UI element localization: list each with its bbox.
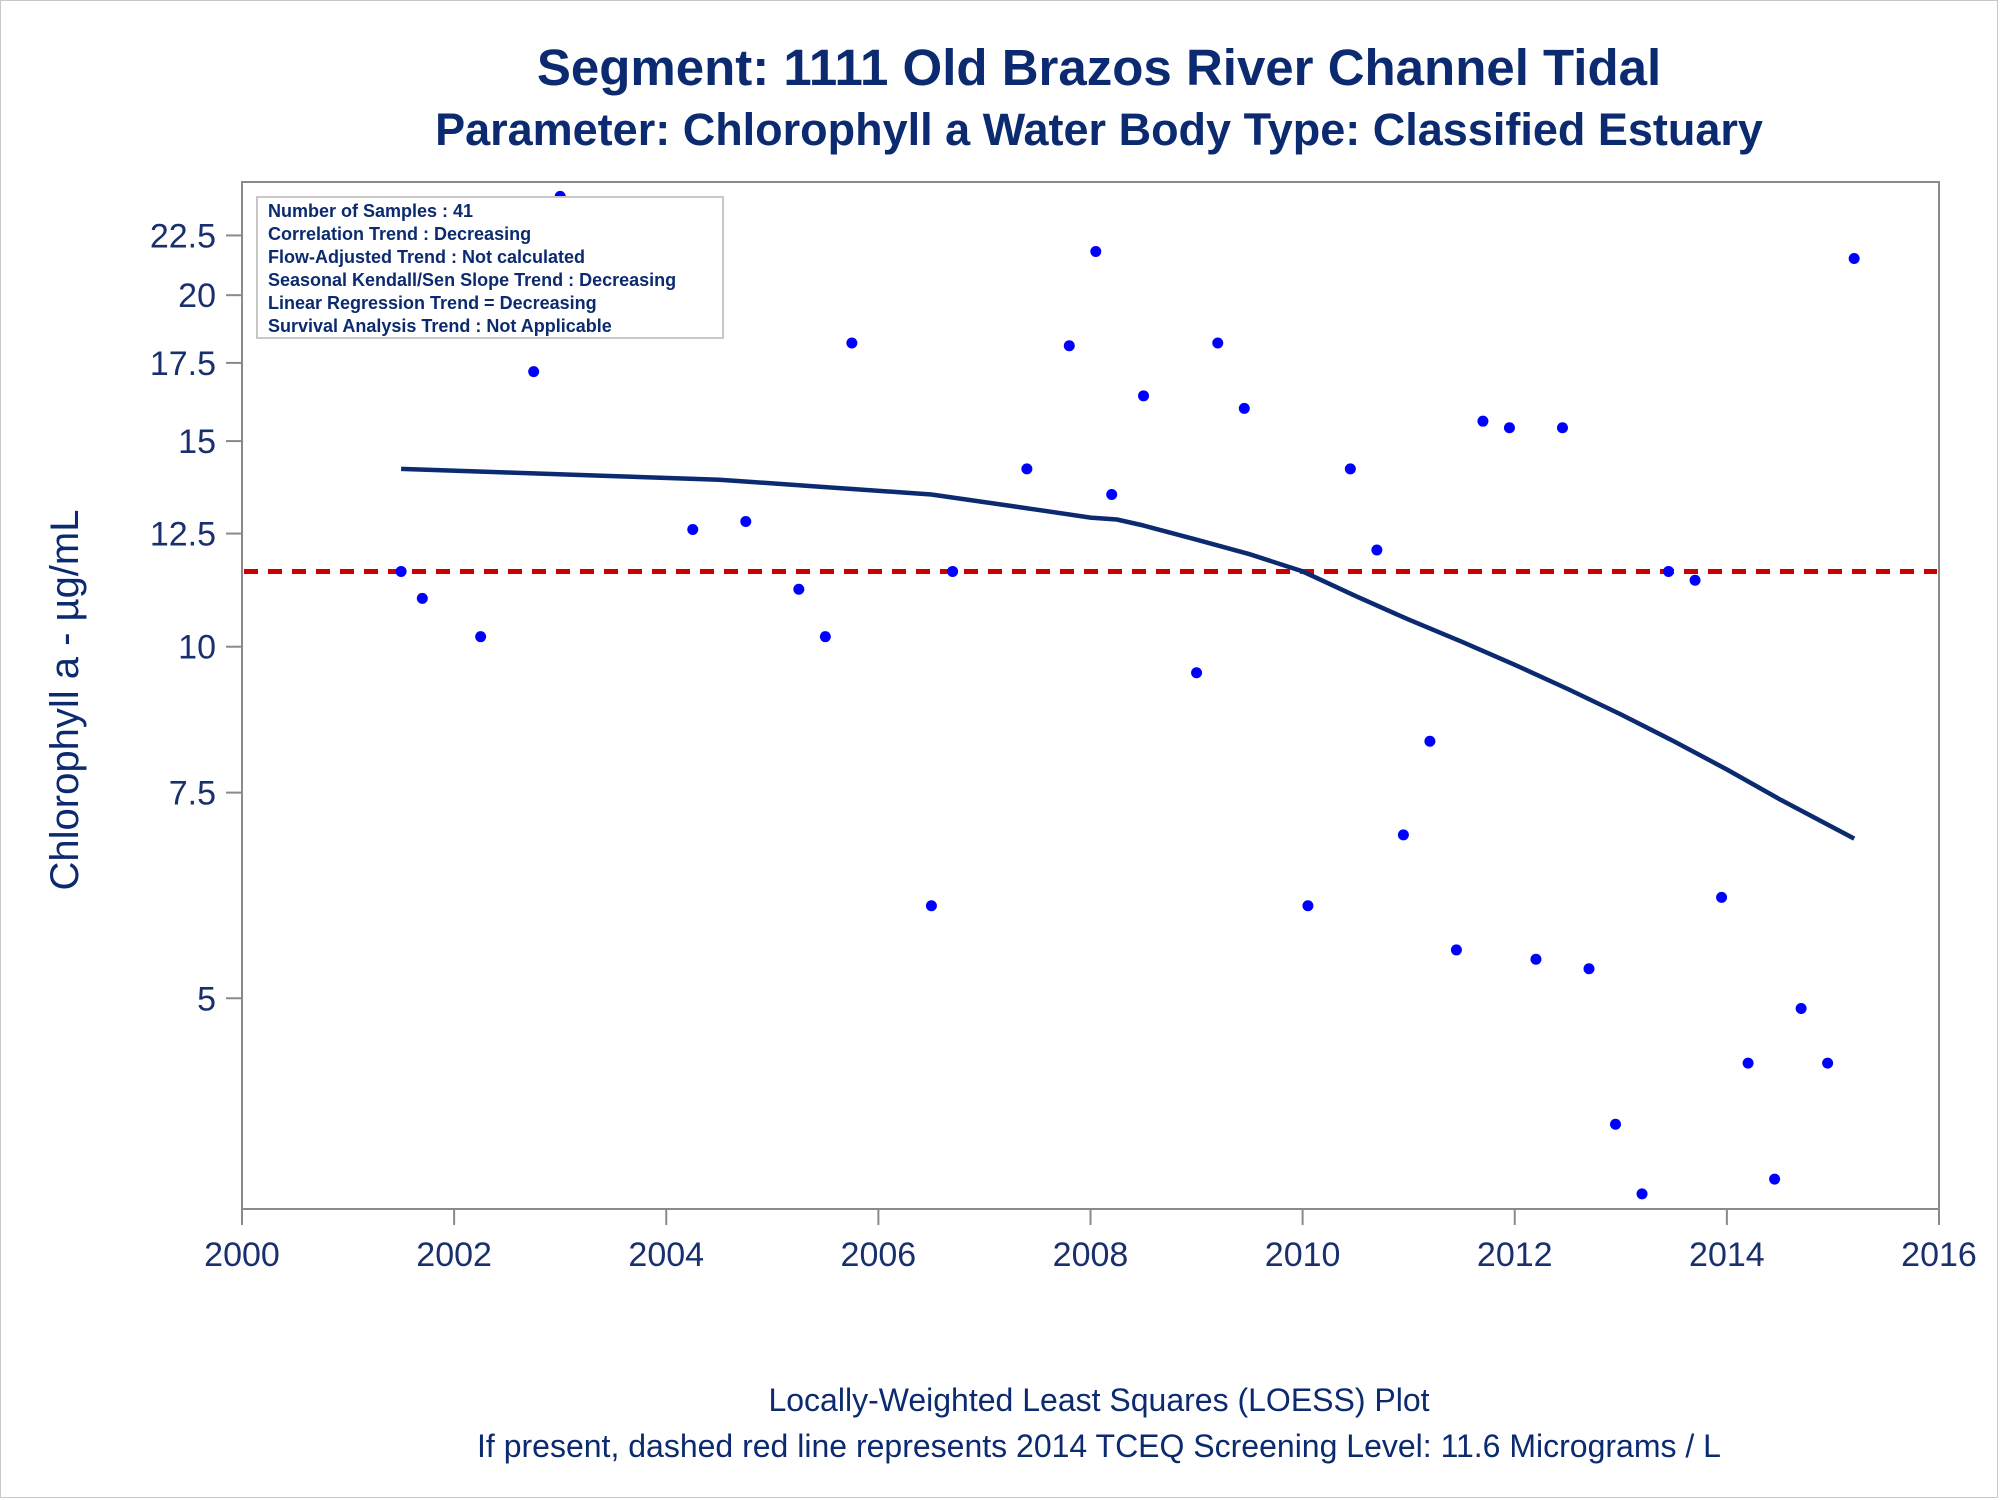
info-box: Number of Samples : 41 Correlation Trend… [256,196,724,339]
data-point [1663,565,1675,577]
y-tick-label: 22.5 [150,217,216,255]
info-seasonal-kendall-trend: Seasonal Kendall/Sen Slope Trend : Decre… [268,270,676,290]
x-tick-label: 2004 [628,1236,704,1274]
y-axis: 5 7.5 10 12.5 15 17.5 20 22.5 [150,217,242,1018]
x-tick-label: 2000 [204,1236,280,1274]
data-point [1450,944,1462,956]
y-tick-label: 5 [197,980,216,1018]
y-tick-label: 15 [178,423,216,461]
x-tick-label: 2010 [1265,1236,1341,1274]
data-point [1106,489,1118,501]
data-point [947,565,959,577]
data-point [1371,544,1383,556]
y-axis-label-group: Chlorophyll a - µg/mL [43,510,87,891]
y-tick-label: 12.5 [150,516,216,554]
data-point [1063,340,1075,352]
info-flow-adjusted-trend: Flow-Adjusted Trend : Not calculated [268,247,585,267]
data-point [846,337,858,349]
data-point [1302,900,1314,912]
data-point [1212,337,1224,349]
info-survival-analysis-trend: Survival Analysis Trend : Not Applicable [268,316,612,336]
data-point [475,631,487,643]
info-linear-regression-trend: Linear Regression Trend = Decreasing [268,293,597,313]
chart-subtitle: Parameter: Chlorophyll a Water Body Type… [435,104,1763,155]
data-point [1795,1003,1807,1015]
data-point [1742,1057,1754,1069]
data-point [1397,829,1409,841]
data-point [1530,953,1542,965]
info-box-border [256,196,724,339]
data-point [1477,415,1489,427]
data-point [395,565,407,577]
y-tick-label: 7.5 [169,775,216,813]
data-point [528,366,540,378]
footnote-loess: Locally-Weighted Least Squares (LOESS) P… [768,1382,1430,1418]
data-point [1636,1188,1648,1200]
data-point [1090,245,1102,257]
data-point [819,631,831,643]
y-axis-label: Chlorophyll a - µg/mL [43,510,87,891]
y-tick-label: 17.5 [150,345,216,383]
info-correlation-trend: Correlation Trend : Decreasing [268,224,531,244]
footnote-screening-level: If present, dashed red line represents 2… [477,1428,1721,1464]
data-point [1556,422,1568,434]
data-point [1503,422,1515,434]
x-tick-label: 2006 [841,1236,917,1274]
data-point [1021,463,1033,475]
data-point [1689,574,1701,586]
data-point [1191,667,1203,679]
y-tick-label: 10 [178,629,216,667]
x-tick-label: 2016 [1901,1236,1977,1274]
x-axis: 2000 2002 2004 2006 2008 2010 2012 2014 2016 [204,1209,1977,1274]
info-samples: Number of Samples : 41 [268,201,473,221]
data-point [687,524,699,536]
chart-title: Segment: 1111 Old Brazos River Channel T… [536,39,1662,96]
data-point [1583,963,1595,975]
x-tick-label: 2014 [1689,1236,1765,1274]
data-point [1238,402,1250,414]
data-point [1848,252,1860,264]
data-point [1716,891,1728,903]
data-point [925,900,937,912]
data-point [1344,463,1356,475]
data-point [1610,1118,1622,1130]
data-point [1769,1173,1781,1185]
data-point [1424,735,1436,747]
x-tick-label: 2012 [1477,1236,1553,1274]
data-point [1138,390,1150,402]
data-point [416,592,428,604]
data-point [740,516,752,528]
data-points [395,190,1860,1200]
data-point [793,583,805,595]
data-point [1822,1057,1834,1069]
x-tick-label: 2008 [1053,1236,1129,1274]
loess-curve [401,466,1856,841]
y-tick-label: 20 [178,277,216,315]
x-tick-label: 2002 [416,1236,492,1274]
